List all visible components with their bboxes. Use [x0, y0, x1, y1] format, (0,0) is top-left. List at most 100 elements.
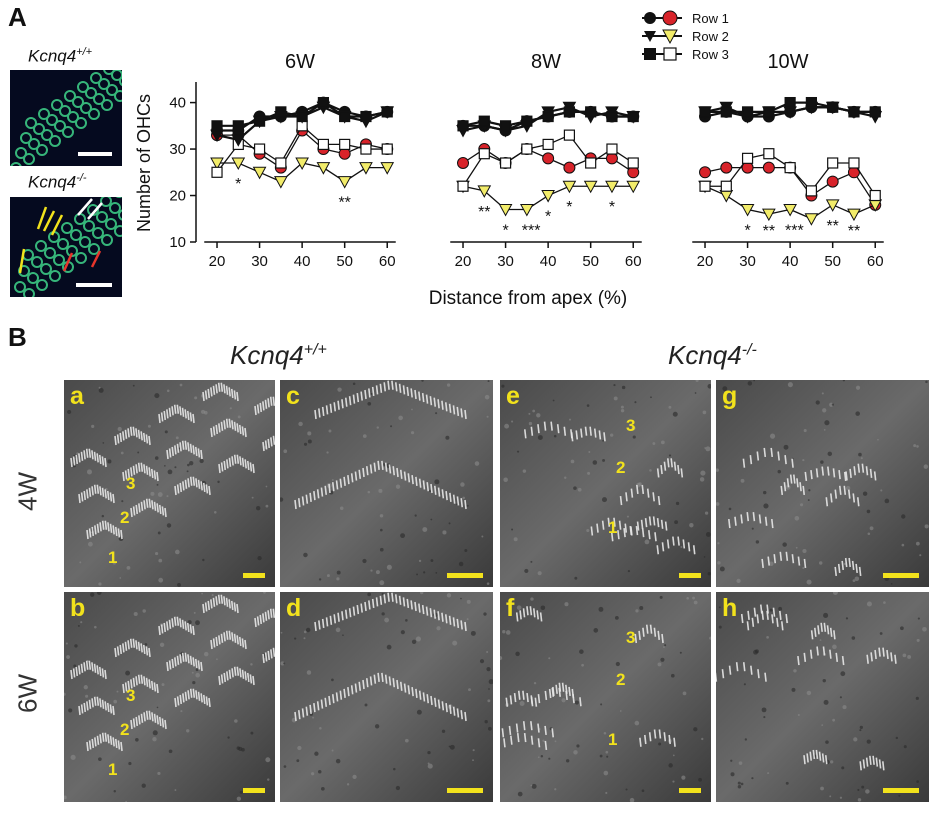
scale-bar	[243, 788, 265, 793]
legend-label-row-1: Row 1	[692, 11, 729, 26]
data-point	[337, 176, 352, 189]
panel-title: 6W	[285, 51, 315, 73]
data-point	[211, 166, 223, 178]
data-point	[847, 208, 861, 222]
data-point	[825, 199, 840, 212]
data-point	[211, 120, 223, 132]
sem-sublabel-f: f	[506, 594, 515, 622]
data-point	[720, 161, 733, 174]
sem-sublabel-d: d	[286, 594, 302, 622]
data-point	[381, 106, 393, 118]
data-point	[699, 166, 712, 179]
row-label-6w-wrap: 6W	[8, 672, 48, 713]
fluorescence-image-wt	[10, 70, 122, 166]
series-wt-row-3	[699, 96, 881, 118]
significance-mark: *	[609, 199, 615, 216]
data-point	[381, 143, 393, 155]
data-point	[359, 162, 373, 175]
data-point	[784, 162, 796, 174]
panel-b-genotype-wt-sup: +/+	[303, 341, 327, 359]
data-point	[317, 138, 330, 151]
x-tick-label: 20	[455, 253, 472, 270]
data-point	[783, 203, 797, 217]
data-point	[457, 120, 469, 132]
x-tick-label: 30	[497, 253, 514, 270]
legend-label-row-3: Row 3	[692, 47, 729, 62]
significance-mark: **	[338, 195, 350, 212]
y-tick-label: 40	[169, 95, 186, 112]
data-point	[275, 106, 287, 118]
data-point	[499, 120, 512, 132]
data-point	[699, 106, 711, 118]
y-axis-label: Number of OHCs	[134, 94, 154, 232]
data-point	[296, 110, 308, 123]
data-point	[275, 157, 287, 169]
data-point	[478, 148, 490, 160]
x-tick-label: 60	[379, 253, 396, 270]
x-tick-label: 20	[209, 253, 226, 270]
data-point	[317, 96, 330, 109]
legend-row-1	[642, 10, 682, 26]
data-point	[542, 110, 554, 123]
genotype-ko-text: Kcnq4	[28, 172, 77, 192]
data-point	[720, 180, 732, 192]
data-point	[741, 152, 754, 164]
panel-b-genotype-wt-text: Kcnq4	[230, 340, 304, 370]
genotype-wt-text: Kcnq4	[28, 46, 77, 66]
sem-sublabel-e: e	[506, 382, 520, 410]
data-point	[805, 185, 818, 197]
row-number-1: 1	[108, 548, 118, 567]
genotype-ko-sup: -/-	[76, 172, 87, 184]
genotype-label-ko: Kcnq4-/-	[28, 172, 87, 193]
x-tick-label: 20	[697, 253, 714, 270]
y-tick-label: 10	[169, 234, 186, 251]
x-tick-label: 40	[294, 253, 311, 270]
panel-b-genotype-ko-text: Kcnq4	[668, 340, 742, 370]
x-tick-label: 50	[582, 253, 599, 270]
sem-image-c	[280, 380, 493, 587]
data-point	[763, 106, 775, 118]
sem-sublabel-g: g	[722, 382, 738, 410]
row-number-1: 1	[608, 730, 618, 749]
significance-mark: *	[502, 222, 508, 239]
data-point	[848, 157, 860, 169]
series-wt-row-3	[457, 106, 639, 132]
significance-mark: **	[478, 204, 490, 221]
x-tick-label: 40	[782, 253, 799, 270]
data-point	[210, 157, 224, 171]
data-point	[606, 110, 618, 123]
x-tick-label: 50	[824, 253, 841, 270]
significance-mark: ***	[522, 222, 541, 239]
data-point	[521, 143, 533, 155]
data-point	[627, 157, 639, 169]
data-point	[848, 106, 860, 118]
x-tick-label: 30	[251, 253, 268, 270]
panel-b-letter: B	[8, 322, 27, 352]
sem-image-d	[280, 592, 493, 802]
data-point	[316, 162, 331, 175]
x-axis-label: Distance from apex (%)	[429, 288, 628, 309]
sem-sublabel-a: a	[70, 382, 84, 410]
ohc-count-chart: 10 20 30 40 Number of OHCs Distance from apex…	[128, 40, 928, 320]
data-point	[477, 185, 492, 198]
data-point	[562, 180, 577, 194]
panel-b-genotype-wt: Kcnq4+/+	[230, 340, 327, 371]
data-point	[763, 148, 775, 160]
data-point	[360, 143, 372, 155]
data-point	[232, 120, 244, 132]
x-tick-label: 30	[739, 253, 756, 270]
x-tick-label: 40	[540, 253, 557, 270]
series-ko-row-3	[699, 148, 881, 202]
row-number-1: 1	[608, 518, 618, 537]
scale-bar	[883, 573, 919, 578]
data-point	[605, 180, 619, 194]
row-label-4w-wrap: 4W	[8, 470, 48, 511]
data-point	[805, 96, 818, 109]
data-point	[827, 157, 839, 169]
x-tick-label: 50	[336, 253, 353, 270]
panel-title: 8W	[531, 51, 561, 73]
data-point	[626, 180, 641, 194]
data-point	[252, 166, 267, 180]
data-point	[541, 190, 555, 203]
data-point	[585, 106, 597, 118]
